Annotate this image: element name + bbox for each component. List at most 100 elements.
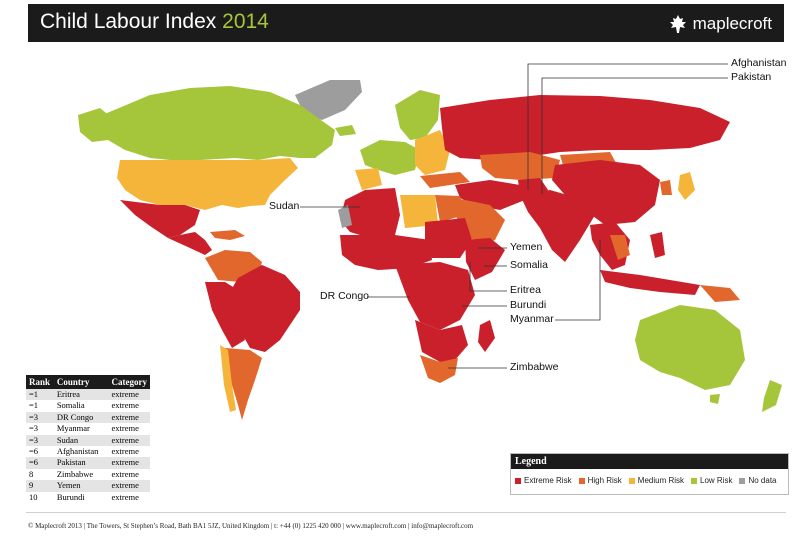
southern-cone-region xyxy=(225,348,262,420)
central-america-region xyxy=(168,232,212,255)
title-text: Child Labour Index xyxy=(40,10,217,33)
category-cell: extreme xyxy=(111,446,139,457)
table-row: 9 Yemen extreme xyxy=(26,480,150,492)
legend-label: High Risk xyxy=(587,476,622,485)
brand-name: maplecroft xyxy=(692,14,772,33)
country-cell: Eritrea xyxy=(53,389,109,401)
japan-region xyxy=(678,172,695,200)
philippines-region xyxy=(650,232,665,258)
legend-label: Low Risk xyxy=(700,476,733,485)
callout-zimbabwe: Zimbabwe xyxy=(510,361,559,373)
table-row: =3 Myanmar extreme xyxy=(26,423,150,434)
table-row: =1 Eritrea extreme xyxy=(26,389,150,401)
country-cell: Sudan xyxy=(53,434,109,447)
maple-leaf-icon xyxy=(669,15,686,33)
category-cell: extreme xyxy=(111,423,139,434)
title-year: 2014 xyxy=(222,10,269,33)
legend-item-extreme: Extreme Risk xyxy=(515,476,572,485)
category-cell: extreme xyxy=(108,457,150,469)
south-asia-region xyxy=(520,190,595,262)
ranking-header-row: Rank Country Category xyxy=(26,375,150,389)
west-africa-region xyxy=(340,235,432,270)
caribbean-region xyxy=(210,230,245,240)
callout-sudan: Sudan xyxy=(269,200,300,212)
category-cell: extreme xyxy=(108,480,150,492)
peru-bolivia-region xyxy=(205,282,245,348)
rank-cell: =3 xyxy=(26,434,54,447)
legend-title: Legend xyxy=(511,454,788,469)
russia-region xyxy=(440,95,730,160)
category-cell: extreme xyxy=(111,468,139,479)
western-sahara-region xyxy=(338,205,352,228)
legend-swatch-high xyxy=(578,477,585,484)
legend-item-low: Low Risk xyxy=(691,476,732,485)
category-cell: extreme xyxy=(111,400,139,411)
callout-myanmar: Myanmar xyxy=(510,313,554,325)
iberia-region xyxy=(355,168,382,190)
callout-pakistan: Pakistan xyxy=(731,71,772,83)
tasmania-region xyxy=(710,394,720,404)
australia-region xyxy=(635,305,745,390)
page-title: Child Labour Index 2014 xyxy=(40,10,269,34)
rank-cell: 10 xyxy=(29,491,38,502)
brand-logo: maplecroft xyxy=(667,13,772,35)
usa-region xyxy=(117,158,298,210)
horn-of-africa-region xyxy=(465,238,505,280)
western-europe-region xyxy=(360,140,420,175)
legend-label: No data xyxy=(748,476,777,485)
country-cell: Pakistan xyxy=(53,457,109,469)
category-cell: extreme xyxy=(111,491,139,502)
map-legend: Legend Extreme Risk High Risk Medium Ris… xyxy=(510,453,789,495)
sudan-region xyxy=(425,218,472,258)
rank-cell: =6 xyxy=(26,457,54,469)
egypt-region xyxy=(435,195,465,222)
table-row: =6 Afghanistan extreme xyxy=(26,446,150,457)
country-cell: Zimbabwe xyxy=(56,468,94,479)
central-africa-region xyxy=(395,262,475,330)
legend-item-nodata: No data xyxy=(739,476,777,485)
country-cell: Burundi xyxy=(56,491,85,502)
callout-afghanistan: Afghanistan xyxy=(731,57,787,69)
papua-region xyxy=(700,285,740,302)
kazakhstan-region xyxy=(480,152,560,180)
legend-swatch-extreme xyxy=(515,477,521,484)
north-africa-region xyxy=(340,188,400,238)
canada-region xyxy=(95,86,335,160)
table-row: =3 DR Congo extreme xyxy=(26,411,150,424)
country-cell: DR Congo xyxy=(53,411,109,424)
madagascar-region xyxy=(478,320,495,352)
turkey-region xyxy=(420,172,470,188)
table-row: =1 Somalia extreme xyxy=(26,400,150,411)
china-region xyxy=(552,160,660,225)
callout-yemen: Yemen xyxy=(510,241,543,253)
category-cell: extreme xyxy=(108,434,150,447)
country-cell: Yemen xyxy=(53,480,109,492)
rank-header: Rank xyxy=(26,375,54,389)
south-africa-region xyxy=(420,355,458,383)
eastern-europe-region xyxy=(415,130,450,175)
rank-cell: 8 xyxy=(29,468,34,479)
legend-label: Extreme Risk xyxy=(524,476,572,485)
rank-cell: =1 xyxy=(26,389,54,401)
callout-leaders xyxy=(300,63,728,369)
rank-cell: =6 xyxy=(29,446,39,457)
callout-somalia: Somalia xyxy=(510,259,548,271)
scandinavia-region xyxy=(395,90,440,140)
category-cell: extreme xyxy=(108,411,150,424)
category-cell: extreme xyxy=(108,389,150,401)
country-header: Country xyxy=(53,375,109,389)
alaska-region xyxy=(78,108,112,142)
table-row: 8 Zimbabwe extreme xyxy=(26,469,150,480)
table-row: =3 Sudan extreme xyxy=(26,434,150,447)
libya-region xyxy=(400,195,438,228)
chile-region xyxy=(220,345,236,412)
rank-cell: =3 xyxy=(29,423,39,434)
southern-africa-region xyxy=(415,320,468,362)
rank-cell: =3 xyxy=(26,411,54,424)
footer-divider xyxy=(26,512,786,513)
table-row: 10 Burundi extreme xyxy=(26,492,150,503)
legend-swatch-low xyxy=(691,477,698,484)
legend-item-medium: Medium Risk xyxy=(628,476,684,485)
iceland-region xyxy=(335,125,356,136)
